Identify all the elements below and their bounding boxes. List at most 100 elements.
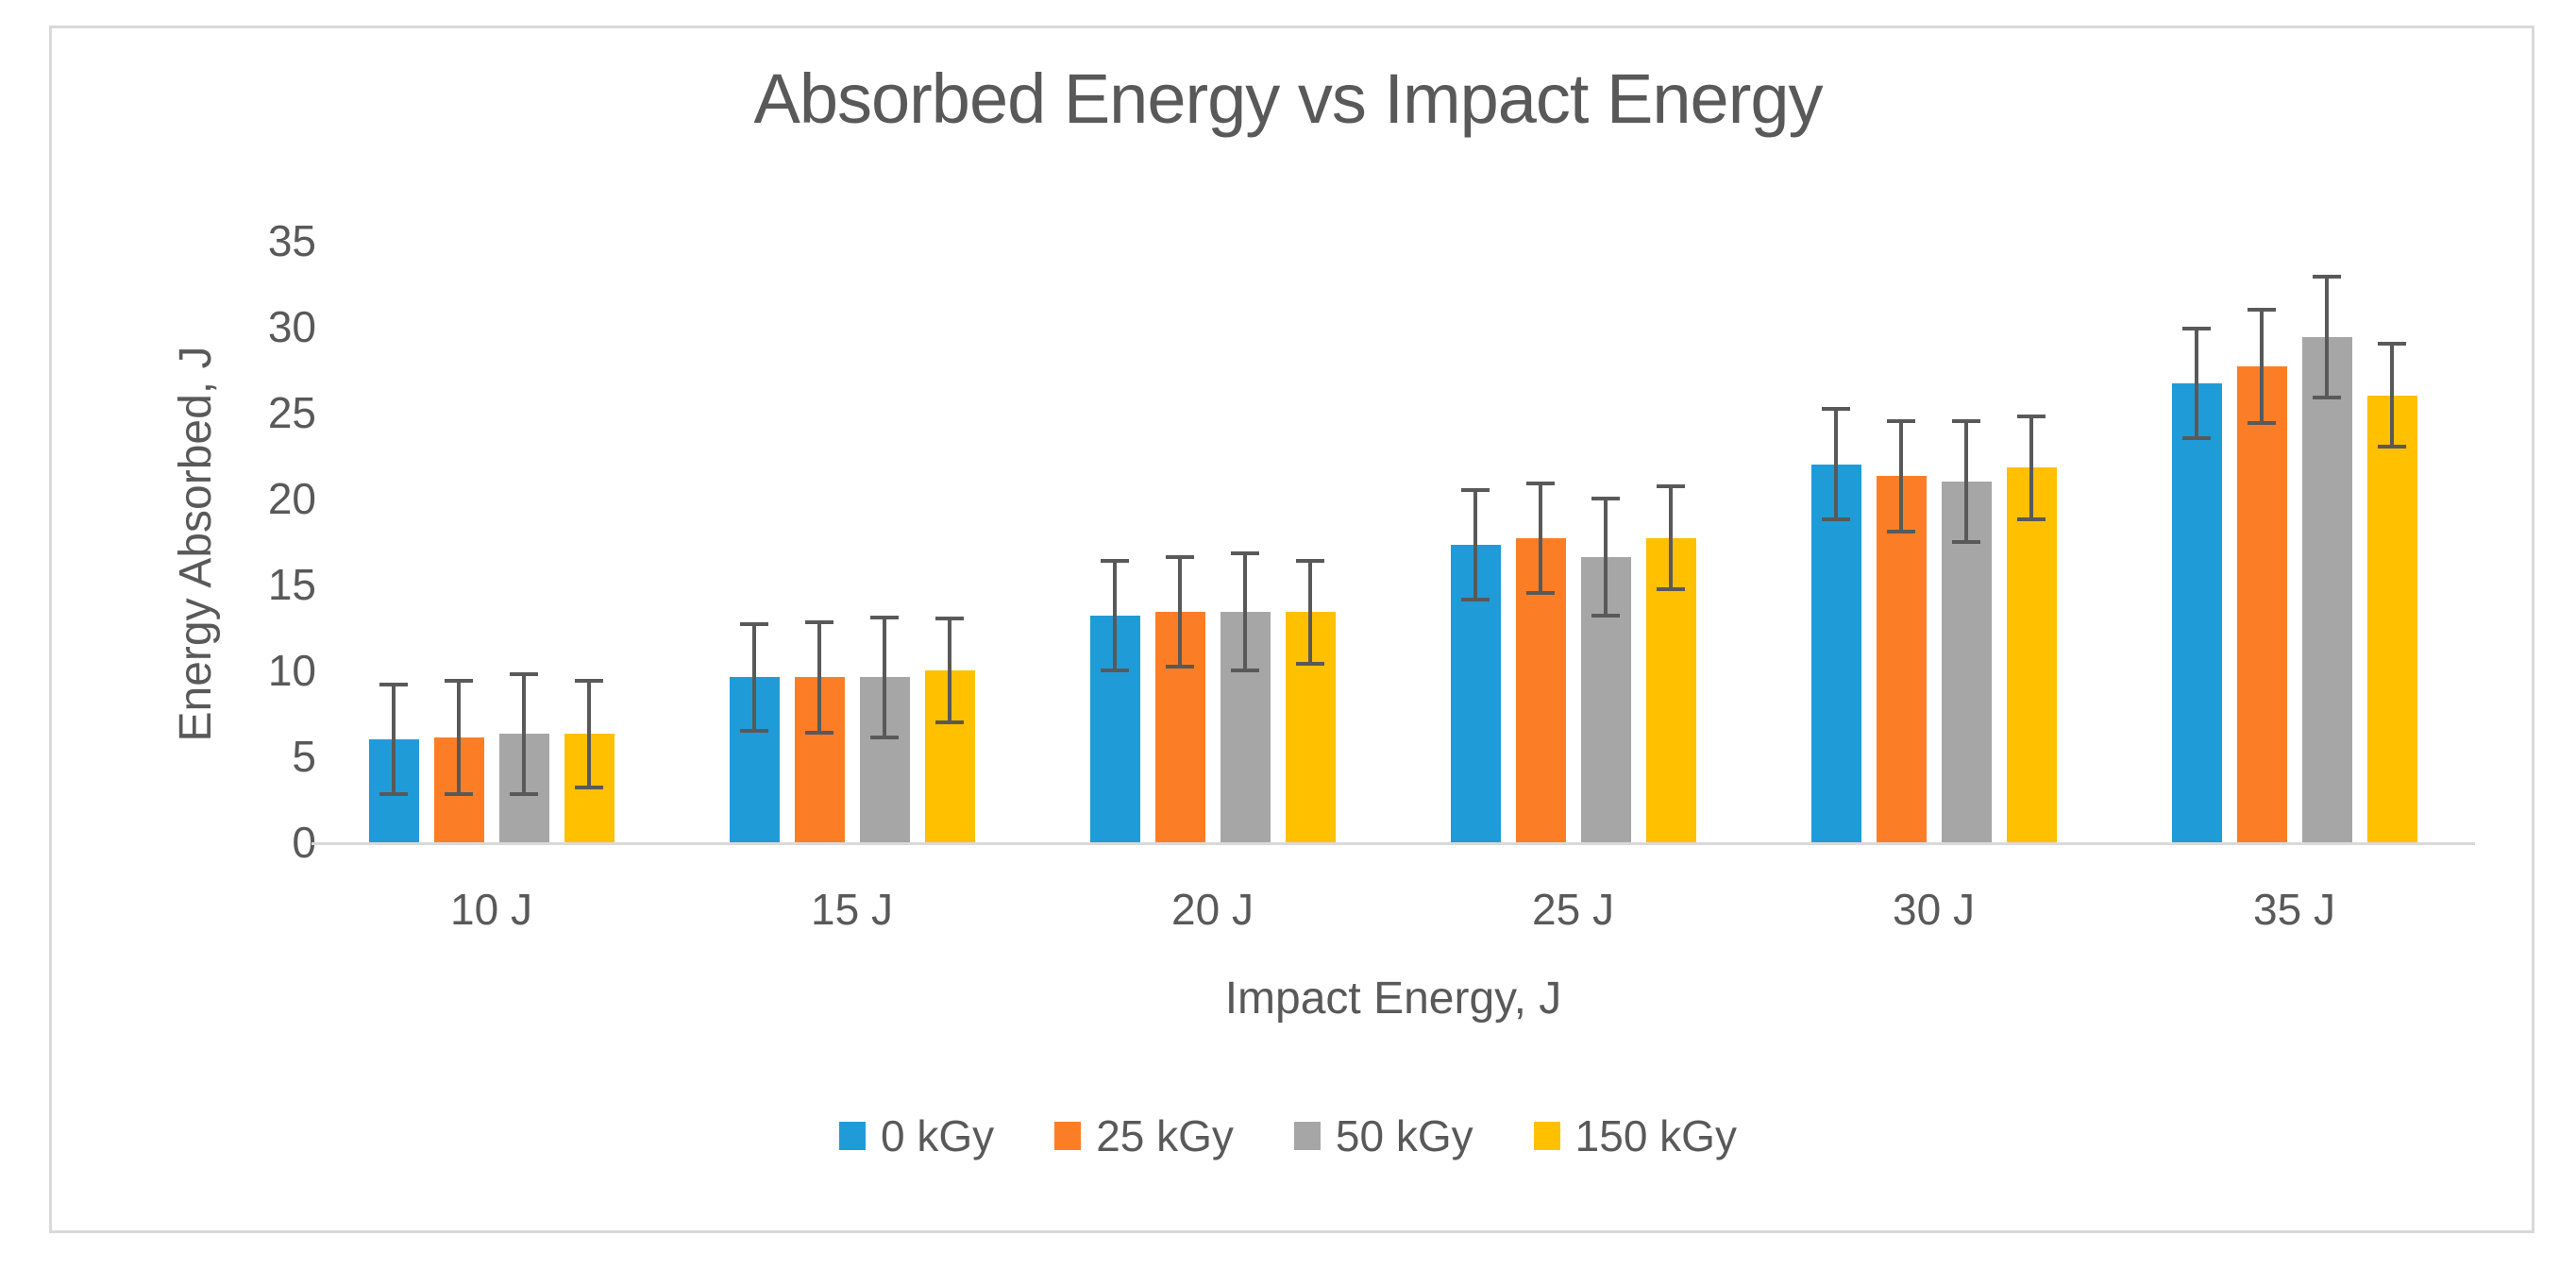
error-bar-cap bbox=[1296, 558, 1324, 563]
y-tick-label: 25 bbox=[267, 388, 316, 437]
error-bar-cap bbox=[2182, 436, 2211, 441]
x-axis-line bbox=[311, 842, 2475, 845]
error-bar bbox=[2195, 328, 2198, 439]
error-bar-cap bbox=[935, 720, 964, 724]
error-bar-cap bbox=[2248, 307, 2276, 312]
error-bar-cap bbox=[1461, 487, 1490, 492]
legend-item: 150 kGy bbox=[1533, 1110, 1737, 1161]
error-bar-cap bbox=[2378, 342, 2406, 347]
error-bar-cap bbox=[2248, 420, 2276, 425]
error-bar-cap bbox=[2017, 516, 2046, 521]
error-bar-cap bbox=[1591, 613, 1620, 618]
legend: 0 kGy 25 kGy 50 kGy 150 kGy bbox=[0, 1110, 2576, 1161]
error-bar-cap bbox=[870, 615, 899, 619]
error-bar-cap bbox=[1887, 529, 1915, 533]
error-bar bbox=[1604, 499, 1608, 616]
error-bar-cap bbox=[2378, 445, 2406, 449]
legend-swatch bbox=[1054, 1122, 1082, 1150]
error-bar-cap bbox=[1952, 539, 1980, 544]
error-bar bbox=[1899, 421, 1903, 532]
error-bar bbox=[1243, 553, 1247, 670]
legend-swatch bbox=[1533, 1122, 1560, 1150]
x-axis-title: Impact Energy, J bbox=[1224, 974, 1562, 1024]
error-bar-cap bbox=[510, 671, 538, 676]
legend-swatch bbox=[839, 1122, 867, 1150]
error-bar-cap bbox=[379, 792, 408, 797]
bar-25-kgy bbox=[1876, 476, 1927, 842]
y-tick-label: 0 bbox=[292, 818, 316, 867]
legend-label: 0 kGy bbox=[881, 1111, 995, 1160]
error-bar-cap bbox=[1657, 484, 1685, 489]
legend-label: 150 kGy bbox=[1574, 1111, 1737, 1160]
error-bar-cap bbox=[1591, 497, 1620, 500]
error-bar-cap bbox=[510, 792, 538, 797]
x-category-label: 10 J bbox=[450, 885, 532, 934]
error-bar bbox=[457, 680, 461, 795]
bar-50-kgy bbox=[2301, 336, 2352, 842]
error-bar bbox=[522, 673, 526, 795]
error-bar bbox=[1834, 409, 1838, 519]
error-bar bbox=[883, 617, 886, 737]
error-bar-cap bbox=[2313, 275, 2341, 279]
error-bar-cap bbox=[1166, 554, 1194, 559]
legend-label: 25 kGy bbox=[1096, 1111, 1234, 1160]
error-bar bbox=[1178, 556, 1182, 668]
error-bar bbox=[392, 684, 396, 795]
error-bar-cap bbox=[1526, 481, 1555, 485]
error-bar-cap bbox=[1887, 419, 1915, 424]
error-bar-cap bbox=[1526, 591, 1555, 596]
error-bar bbox=[1669, 486, 1673, 590]
error-bar bbox=[2325, 277, 2329, 398]
error-bar-cap bbox=[445, 792, 473, 797]
x-category-label: 15 J bbox=[811, 885, 893, 934]
error-bar-cap bbox=[1231, 551, 1259, 556]
error-bar-cap bbox=[805, 620, 833, 625]
error-bar-cap bbox=[1822, 407, 1850, 412]
x-category-label: 20 J bbox=[1171, 885, 1254, 934]
error-bar-cap bbox=[2017, 414, 2046, 418]
error-bar-cap bbox=[935, 617, 964, 621]
x-category-label: 35 J bbox=[2253, 885, 2335, 934]
error-bar-cap bbox=[2313, 395, 2341, 399]
legend-item: 50 kGy bbox=[1293, 1110, 1473, 1161]
error-bar-cap bbox=[740, 728, 768, 733]
error-bar-cap bbox=[1461, 598, 1490, 602]
error-bar bbox=[1308, 560, 1312, 664]
error-bar bbox=[752, 623, 756, 731]
legend-swatch bbox=[1293, 1122, 1321, 1150]
bar-0-kgy bbox=[1810, 464, 1861, 842]
error-bar bbox=[2029, 415, 2033, 519]
y-tick-label: 15 bbox=[267, 560, 316, 609]
chart-title: Absorbed Energy vs Impact Energy bbox=[753, 59, 1823, 138]
error-bar bbox=[1473, 489, 1477, 601]
error-bar-cap bbox=[805, 730, 833, 735]
error-bar bbox=[587, 680, 591, 787]
error-bar-cap bbox=[1296, 661, 1324, 666]
bar-150-kgy bbox=[2366, 395, 2417, 842]
error-bar bbox=[948, 618, 951, 722]
error-bar bbox=[2260, 309, 2264, 423]
error-bar bbox=[2390, 344, 2394, 448]
x-category-label: 30 J bbox=[1893, 885, 1975, 934]
error-bar bbox=[817, 622, 821, 733]
y-tick-label: 35 bbox=[267, 216, 316, 265]
error-bar-cap bbox=[740, 621, 768, 626]
error-bar-cap bbox=[1952, 419, 1980, 424]
error-bar-cap bbox=[1231, 669, 1259, 672]
bar-25-kgy bbox=[2236, 365, 2287, 842]
error-bar-cap bbox=[575, 785, 603, 789]
x-category-label: 25 J bbox=[1532, 885, 1614, 934]
bar-150-kgy bbox=[2006, 467, 2057, 842]
y-tick-label: 30 bbox=[267, 302, 316, 351]
legend-item: 0 kGy bbox=[839, 1110, 994, 1161]
error-bar-cap bbox=[445, 678, 473, 683]
error-bar-cap bbox=[2182, 326, 2211, 330]
legend-label: 50 kGy bbox=[1335, 1111, 1473, 1160]
y-tick-label: 20 bbox=[267, 474, 316, 523]
error-bar bbox=[1964, 421, 1968, 542]
error-bar-cap bbox=[1101, 669, 1129, 672]
y-tick-label: 10 bbox=[267, 646, 316, 695]
error-bar-cap bbox=[1101, 558, 1129, 563]
error-bar-cap bbox=[1657, 587, 1685, 592]
